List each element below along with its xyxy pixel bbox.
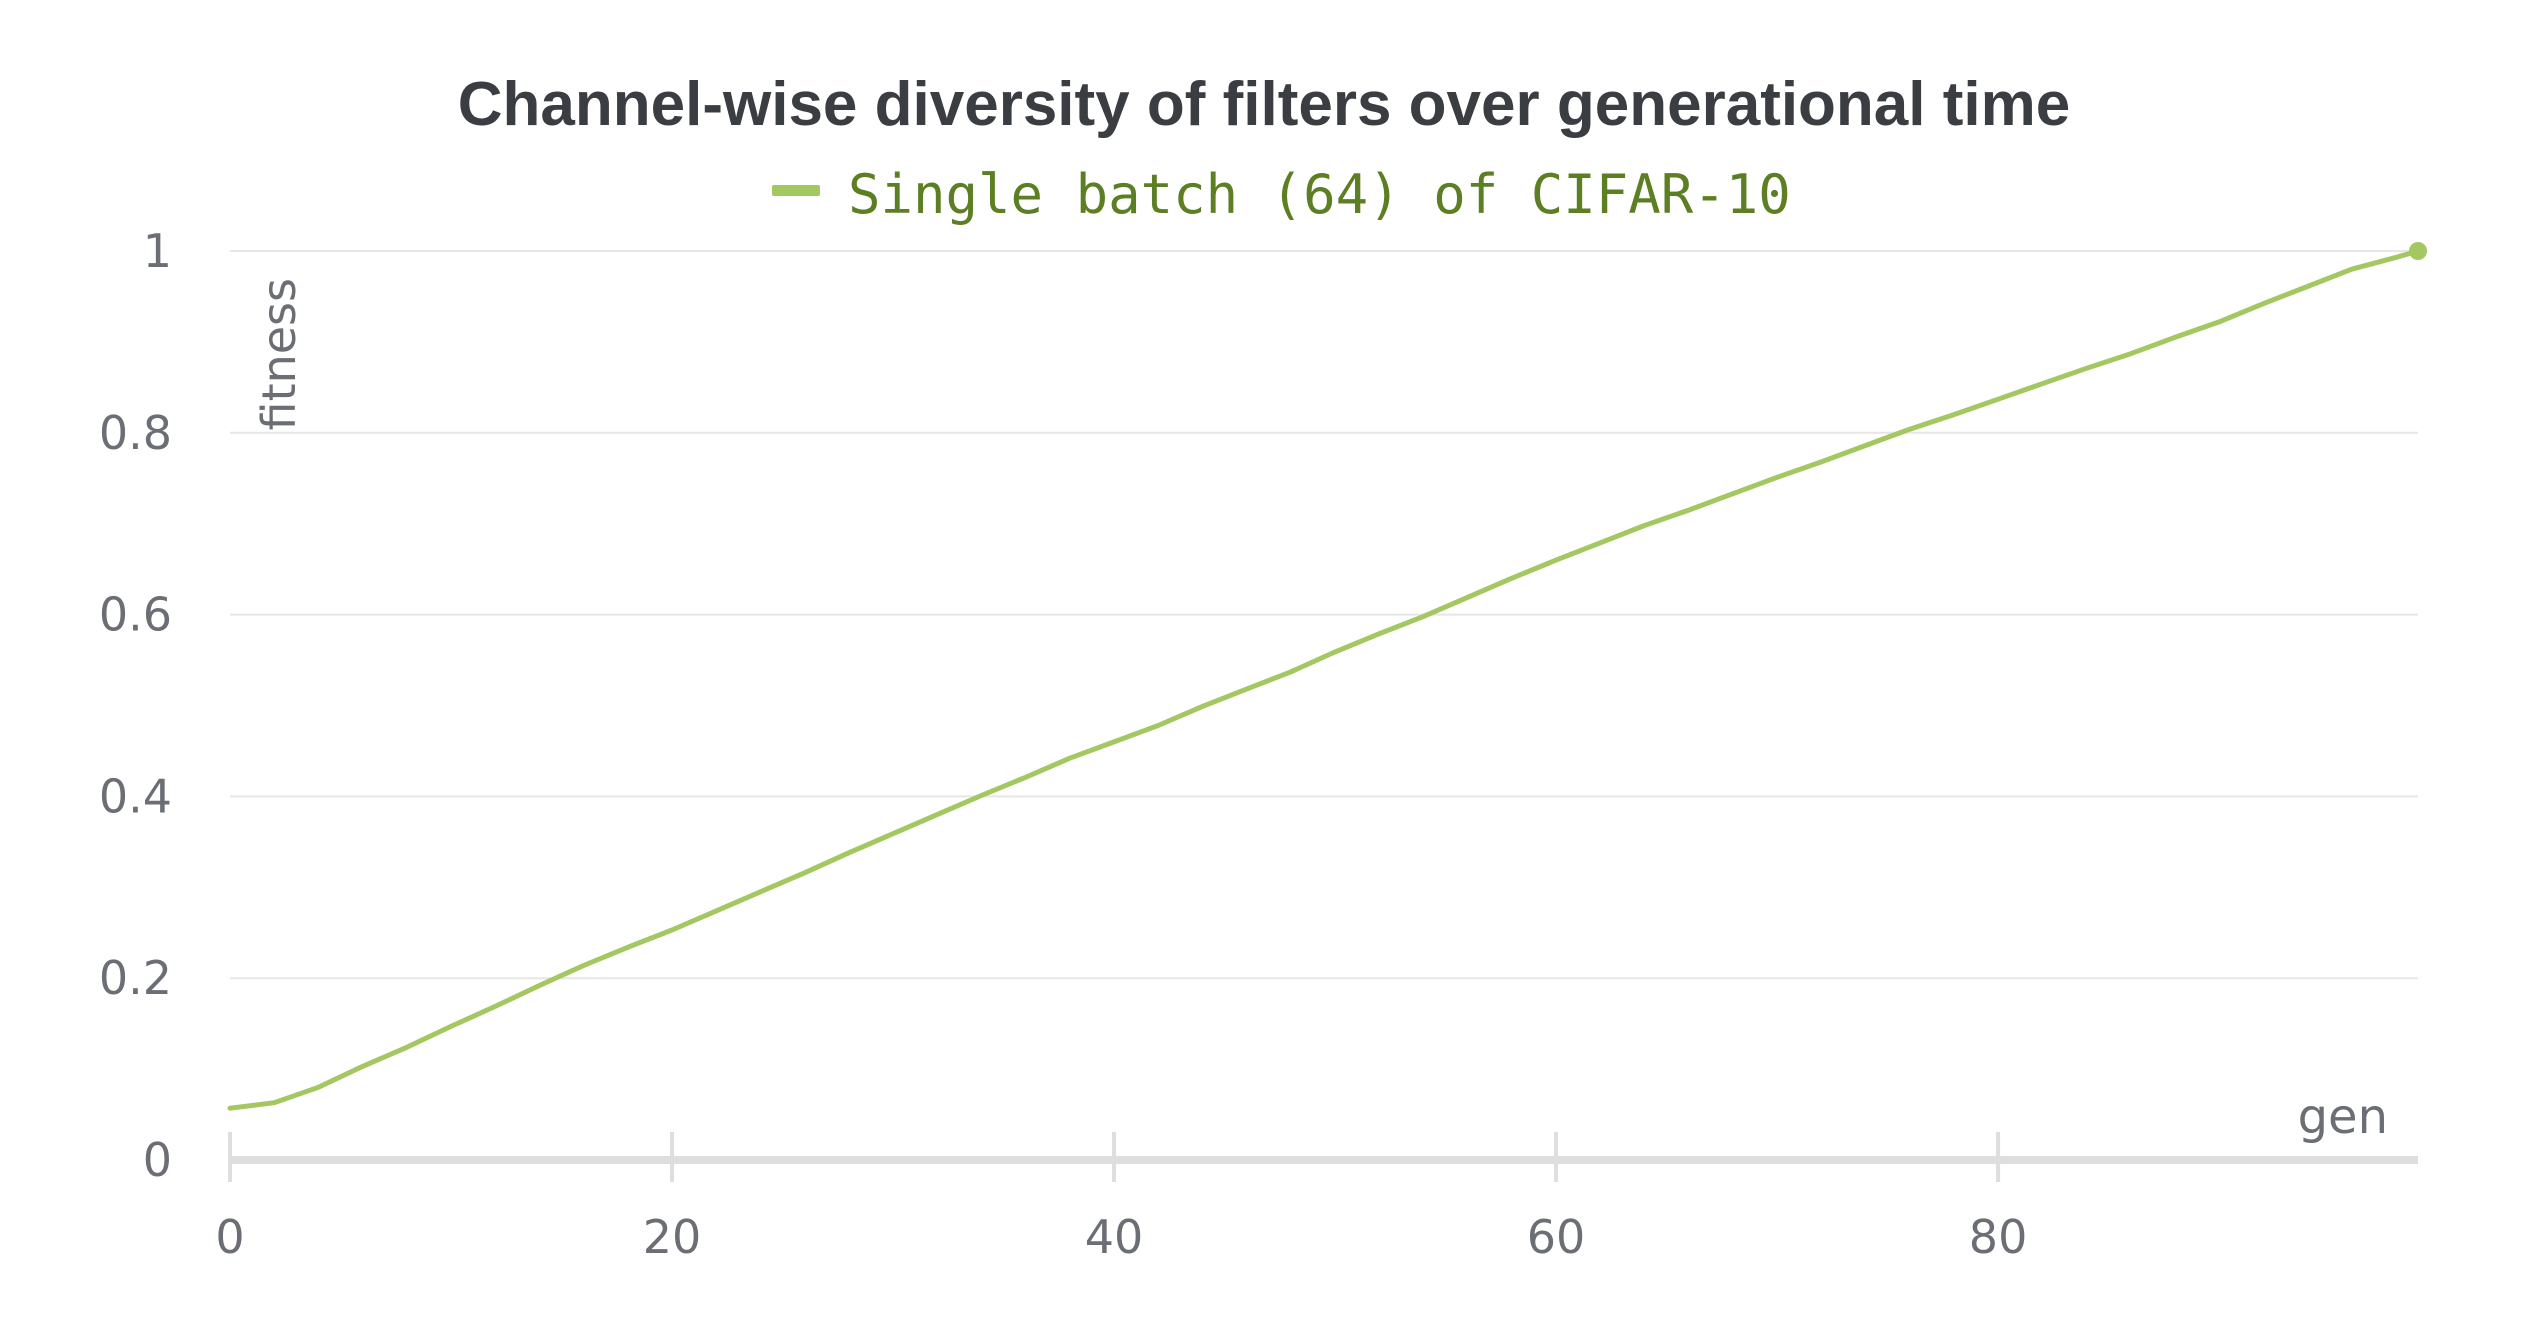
legend: Single batch (64) of CIFAR-10: [772, 163, 1791, 226]
chart-title: Channel-wise diversity of filters over g…: [458, 70, 2070, 139]
series-layer: [227, 242, 2427, 1111]
x-axis-title: gen: [2298, 1089, 2388, 1145]
series-end-point: [2409, 242, 2427, 260]
y-tick-label: 0.8: [99, 406, 172, 460]
y-tick-label: 0: [143, 1133, 172, 1187]
x-tick-label: 20: [643, 1210, 702, 1264]
x-tick-label: 80: [1969, 1210, 2028, 1264]
y-tick-label: 0.2: [99, 951, 172, 1005]
y-tick-label: 0.6: [99, 588, 172, 642]
x-tick-label: 60: [1527, 1210, 1586, 1264]
y-tick-label: 1: [143, 224, 172, 278]
y-axis-ticks: 0 0.2 0.4 0.6 0.8 1: [99, 224, 172, 1187]
legend-label: Single batch (64) of CIFAR-10: [848, 163, 1791, 226]
legend-swatch: [772, 185, 820, 196]
series-line-0: [227, 248, 2421, 1111]
x-tick-label: 40: [1085, 1210, 1144, 1264]
x-axis: 0 20 40 60 80: [215, 1132, 2418, 1264]
y-tick-label: 0.4: [99, 769, 172, 823]
y-axis-title: fitness: [252, 278, 306, 430]
grid: [230, 250, 2418, 980]
x-tick-label: 0: [215, 1210, 244, 1264]
